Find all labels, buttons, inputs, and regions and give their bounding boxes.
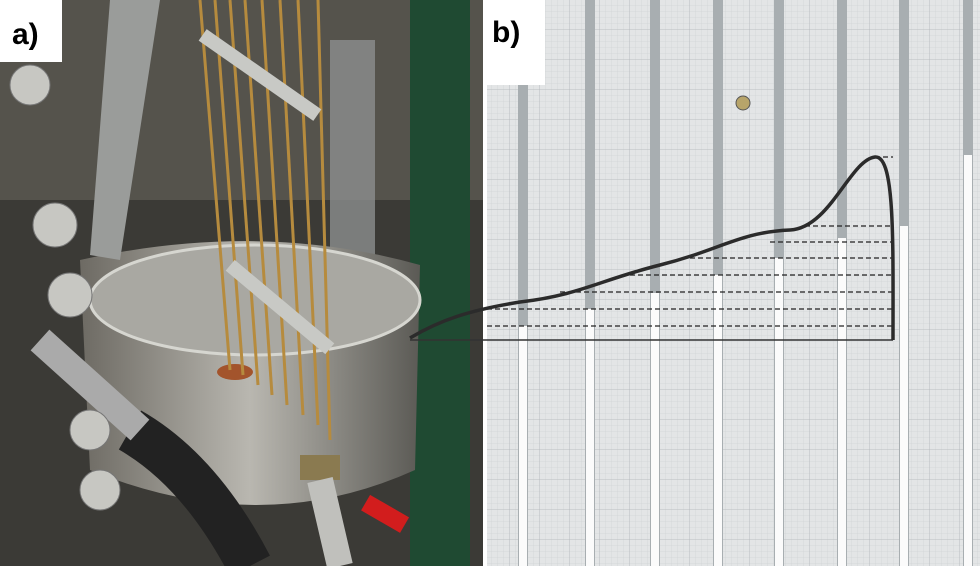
profile-curve (409, 155, 895, 341)
panel-label: a) (12, 18, 39, 51)
panel-a-photo (0, 0, 483, 566)
label-box-a (0, 0, 62, 62)
panel-label: b) (492, 16, 520, 49)
panel-b-photo (487, 0, 980, 566)
